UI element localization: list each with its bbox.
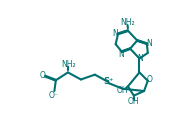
Text: O⁻: O⁻	[49, 91, 59, 100]
Text: OH: OH	[128, 98, 139, 106]
Text: N: N	[147, 39, 152, 48]
Text: N: N	[118, 50, 124, 59]
Text: O: O	[147, 75, 153, 84]
Text: O: O	[39, 71, 45, 80]
Text: NH₂: NH₂	[120, 18, 134, 27]
Text: NH₂: NH₂	[61, 60, 76, 69]
Text: N: N	[113, 29, 118, 38]
Text: S⁺: S⁺	[104, 77, 114, 86]
Text: N: N	[137, 54, 143, 63]
Text: OH: OH	[117, 86, 129, 95]
